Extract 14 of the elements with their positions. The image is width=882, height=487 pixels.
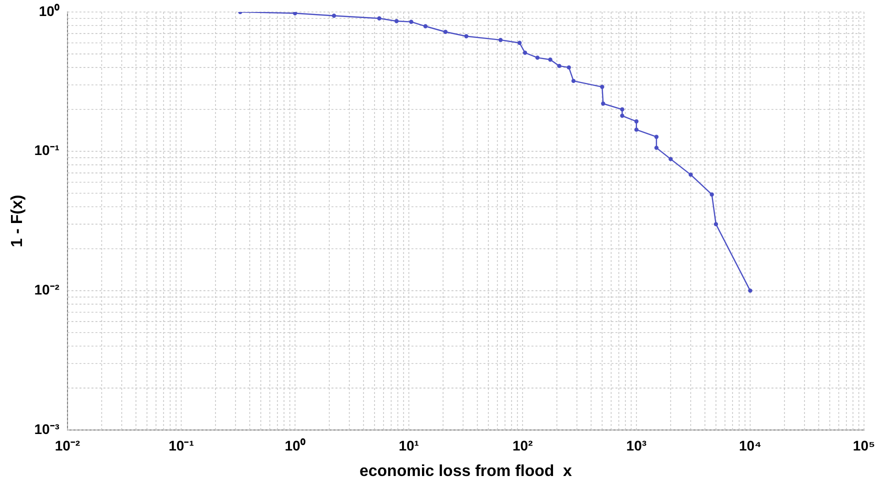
x-tick-label: 10⁻¹ (168, 437, 194, 454)
y-axis-title: 1 - F(x) (9, 194, 26, 248)
x-tick-label: 10⁻² (54, 437, 80, 454)
y-tick-label: 10⁰ (38, 2, 60, 19)
x-tick-label: 10⁵ (852, 437, 876, 454)
y-tick-label: 10⁻³ (34, 420, 60, 437)
x-axis-title: economic loss from flood x (359, 462, 572, 480)
y-tick-label: 10⁻¹ (34, 142, 60, 158)
x-tick-label: 10⁰ (284, 437, 306, 454)
y-tick-label: 10⁻² (34, 282, 60, 298)
x-tick-label: 10⁴ (738, 437, 762, 454)
x-tick-label: 10³ (626, 437, 647, 454)
x-tick-label: 10¹ (398, 437, 420, 454)
x-tick-label: 10² (512, 437, 534, 454)
